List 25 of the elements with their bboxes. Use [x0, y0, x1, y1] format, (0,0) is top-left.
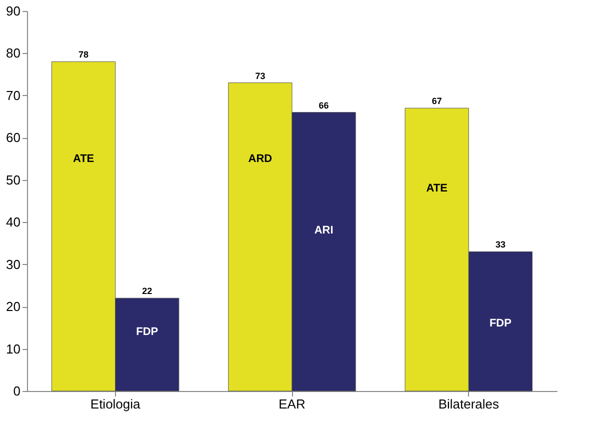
annotation: ARD: [248, 152, 272, 165]
data-label: 66: [318, 100, 329, 110]
y-tick-label: 70: [6, 88, 20, 103]
y-tick-label: 80: [6, 46, 20, 61]
y-tick-label: 40: [6, 214, 20, 230]
annotation: ATE: [72, 152, 94, 165]
y-tick-label: 20: [6, 299, 20, 314]
y-tick-label: 90: [6, 4, 20, 18]
data-label: 73: [255, 70, 266, 81]
annotation: ATE: [426, 182, 448, 194]
annotation: FDP: [136, 326, 158, 338]
data-label: 67: [432, 96, 442, 106]
y-tick-label: 10: [6, 341, 20, 356]
x-tick-label: Bilaterales: [438, 396, 500, 412]
data-label: 33: [495, 240, 506, 250]
x-tick-label: EAR: [278, 396, 306, 412]
y-tick-label: 50: [6, 172, 20, 188]
annotation: ARI: [314, 224, 334, 237]
data-label: 78: [78, 50, 89, 60]
annotation: FDP: [489, 317, 512, 330]
y-tick-label: 60: [6, 130, 20, 146]
y-tick-label: 30: [6, 256, 20, 272]
data-label: 22: [142, 286, 152, 296]
y-tick-label: 0: [13, 384, 20, 398]
x-tick-label: Etiologia: [90, 396, 142, 412]
